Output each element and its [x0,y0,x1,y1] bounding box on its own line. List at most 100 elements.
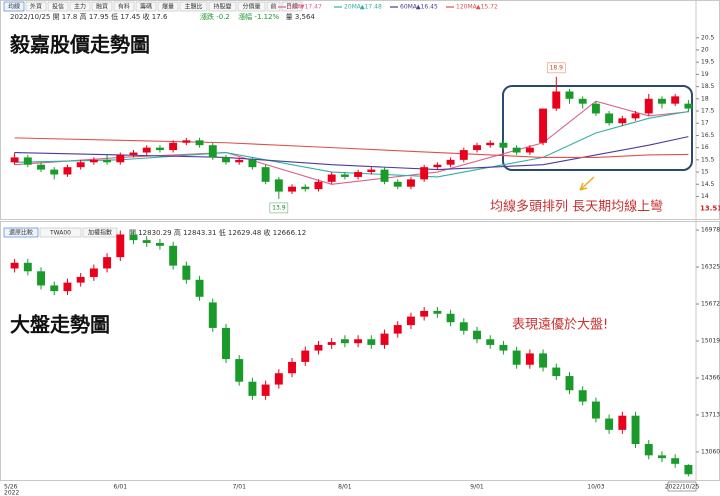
candle-body [10,157,19,163]
candle-body [103,257,112,269]
legend-name: 120MA [456,4,478,11]
toolbar-button[interactable] [25,1,47,12]
info-text: 漲幅 -1.12% [238,12,279,21]
candle-body [89,268,98,277]
toolbar-button[interactable] [237,1,266,12]
info-text: 2022/10/25 開 17.8 高 17.95 低 17.45 收 17.6 [10,12,168,21]
candle-body [446,313,455,323]
candle-body [129,234,138,241]
toolbar-button[interactable] [39,227,82,238]
toolbar-button[interactable] [47,1,69,12]
candle-body [459,322,468,331]
y-tick-label: 16 [701,144,709,151]
candle-body [393,325,402,334]
toolbar-label: 爆量 [162,3,174,11]
y-tick-label: 19 [701,71,709,78]
y-tick-label: 13060 [701,448,720,455]
toolbar-label: 籌碼 [140,3,152,11]
toolbar-label: 日線 [286,3,298,11]
candle-body [354,339,363,344]
stock-annotation: 均線多頭排列 長天期均線上彎 [490,199,663,215]
candle-body [182,265,191,280]
highlight-box [502,85,693,171]
candle-body [314,344,323,351]
toolbar-label: 主力 [74,3,86,11]
candle-body [10,262,19,269]
candle-body [327,174,336,182]
candle-body [50,169,59,175]
candle-body [195,140,204,146]
candle-body [301,350,310,362]
candle-body [222,157,230,163]
x-tick-label: 2022/10/25 [665,484,700,491]
toolbar-label: 投信 [52,3,64,11]
candle-body [301,186,310,190]
toolbar-button[interactable] [135,1,157,12]
toolbar-label: TWA00 [49,230,71,237]
toolbar-label: 加權指數 [88,229,112,237]
candle-body [63,167,72,175]
toolbar-button[interactable] [91,1,113,12]
toolbar-label: 外資 [30,3,42,11]
toolbar-button[interactable] [113,1,135,12]
toolbar-label: 有料 [118,3,130,11]
candle-body [103,159,112,163]
candle-body [235,359,244,382]
candle-body [248,159,257,168]
y-tick-label: 13713 [701,411,720,418]
info-text: 開 12830.29 高 12843.31 低 12629.48 收 12666… [129,228,306,237]
candle-body [76,276,85,283]
toolbar-button[interactable] [179,1,208,12]
legend-name: 20MA [344,4,362,11]
candle-body [420,310,429,317]
candle-body [248,381,257,396]
low-label: 13.9 [272,204,286,211]
candle-body [459,150,468,160]
candle-body [63,282,72,292]
toolbar-label: 還原比較 [9,229,33,237]
candle-body [142,240,151,243]
legend-value: ▲17.48 [360,4,382,11]
candle-body [380,333,389,345]
y-tick-label: 14 [701,193,709,200]
toolbar-label: 分價量 [242,3,260,11]
candle-body [340,174,349,177]
y-tick-label: 16978 [701,227,720,234]
candle-body [539,353,548,368]
candle-body [367,169,376,173]
x-tick-label: 6/01 [114,484,128,491]
info-text: 量 3,564 [286,13,316,21]
toolbar-label: 持股變 [213,3,231,11]
stock-title: 毅嘉股價走勢圖 [9,33,150,57]
candle-body [354,172,363,177]
legend-value: ▲15.72 [476,4,498,11]
y-tick-label: 16.5 [701,132,715,139]
y-tick-label: 17 [701,120,709,127]
candle-body [182,140,191,143]
candle-body [644,98,653,114]
candle-body [288,186,297,192]
toolbar-button[interactable] [69,1,91,12]
candle-body [644,444,653,456]
candle-body [658,98,666,104]
x-tick-label: 9/01 [470,484,484,491]
candle-body [327,342,336,345]
candle-body [473,330,481,340]
candle-body [605,113,614,124]
candle-body [23,157,32,165]
candle-body [671,458,680,464]
candle-body [591,401,600,419]
toolbar-button[interactable] [3,1,25,12]
ma-line [14,137,689,158]
toolbar-label: 融資 [96,3,108,11]
toolbar-button[interactable] [3,227,39,238]
toolbar-button[interactable] [157,1,179,12]
candle-body [380,169,389,182]
candle-body [50,285,59,292]
candle-body [658,455,666,459]
toolbar-button[interactable] [208,1,237,12]
candle-body [274,373,283,385]
toolbar-button[interactable] [82,227,118,238]
x-tick-label: 7/01 [232,484,246,491]
